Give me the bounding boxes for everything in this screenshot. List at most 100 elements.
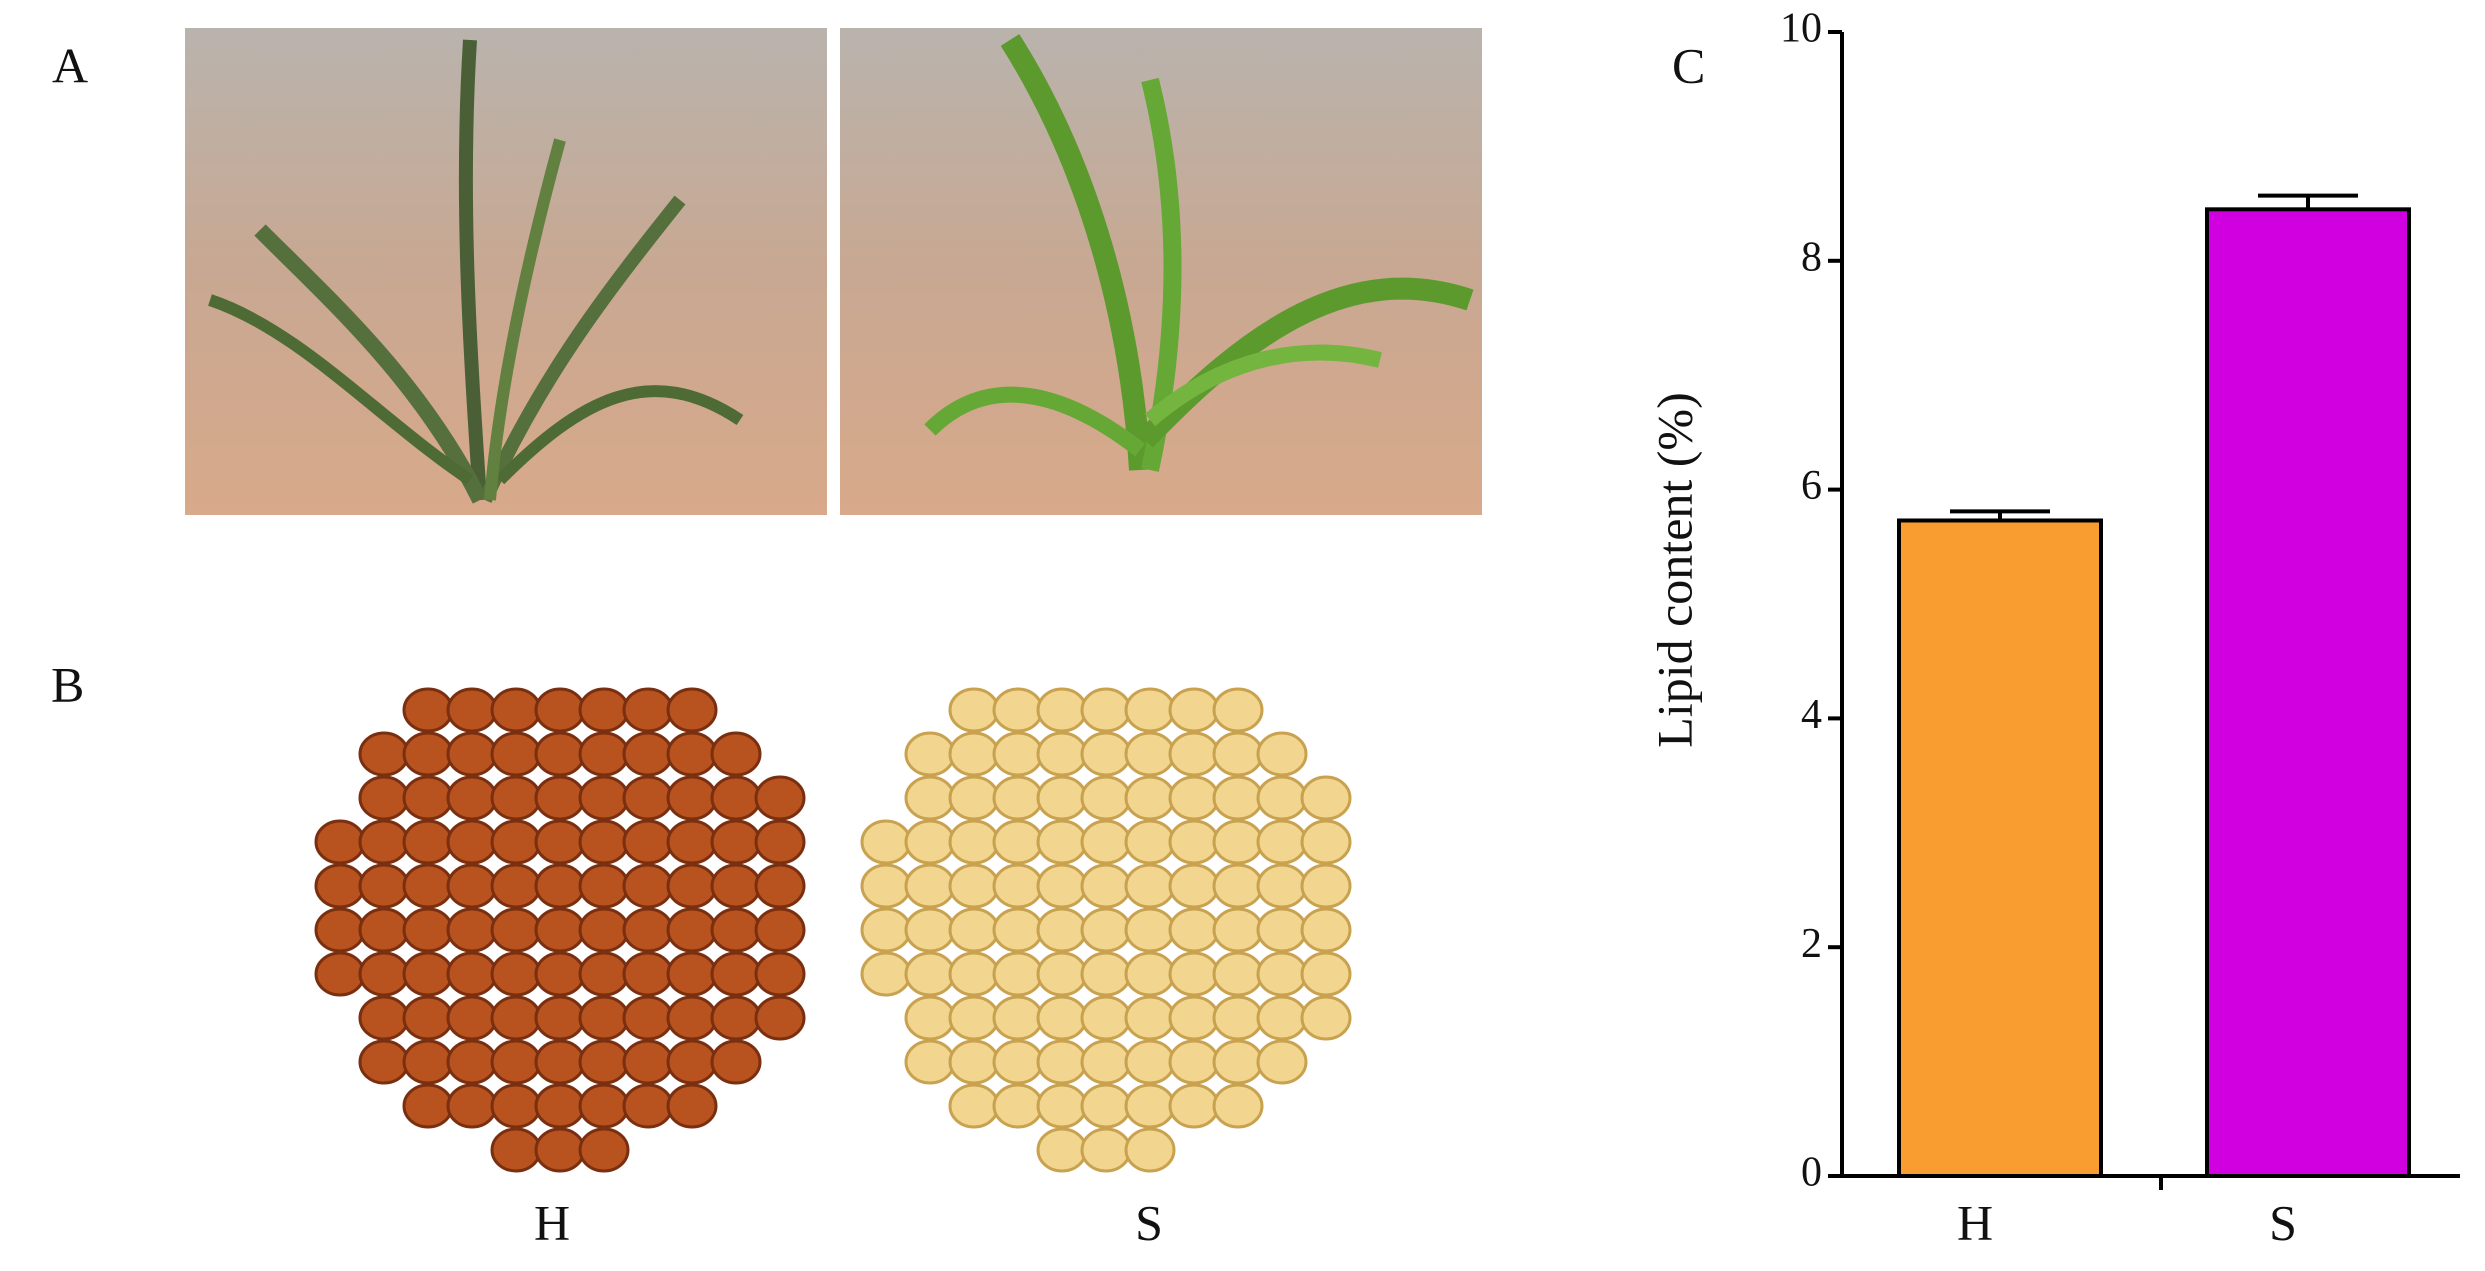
seed [1080, 775, 1132, 821]
seed [490, 687, 542, 733]
seed [754, 951, 806, 997]
seed [1036, 951, 1088, 997]
seed [402, 995, 454, 1041]
seed [1124, 1083, 1176, 1129]
seed [710, 863, 762, 909]
seed [1168, 775, 1220, 821]
bar [1897, 518, 2103, 1178]
seed [1168, 995, 1220, 1041]
seed [578, 995, 630, 1041]
seed [578, 1039, 630, 1085]
seed [1080, 1039, 1132, 1085]
seed [948, 687, 1000, 733]
seed [1256, 1039, 1308, 1085]
seed [948, 863, 1000, 909]
seed [446, 995, 498, 1041]
seed [490, 1039, 542, 1085]
seed [1300, 775, 1352, 821]
seed [948, 775, 1000, 821]
seed [1256, 951, 1308, 997]
seed [1036, 1039, 1088, 1085]
seed [992, 687, 1044, 733]
seed [710, 995, 762, 1041]
seed [1080, 995, 1132, 1041]
seed [1036, 1083, 1088, 1129]
seed [534, 1127, 586, 1173]
seed [666, 819, 718, 865]
seed [446, 819, 498, 865]
seed [402, 819, 454, 865]
seed [1168, 687, 1220, 733]
seed [578, 907, 630, 953]
seed [1212, 951, 1264, 997]
seed [1124, 907, 1176, 953]
seed [578, 775, 630, 821]
seed [622, 863, 674, 909]
seed [1212, 863, 1264, 909]
seed [1212, 819, 1264, 865]
x-tick-label: H [1957, 1194, 1993, 1250]
seed [1036, 907, 1088, 953]
seed [490, 907, 542, 953]
seed [578, 687, 630, 733]
seed [1124, 1127, 1176, 1173]
photo-label: S [1135, 1194, 1163, 1250]
seed [992, 863, 1044, 909]
seed [446, 863, 498, 909]
seed [446, 1039, 498, 1085]
seed [948, 907, 1000, 953]
bar [2205, 207, 2411, 1178]
seed [1124, 863, 1176, 909]
seed [1036, 819, 1088, 865]
seed [1080, 687, 1132, 733]
seed [948, 1083, 1000, 1129]
seed [1212, 731, 1264, 777]
seed [1080, 951, 1132, 997]
seed [1168, 907, 1220, 953]
photo-seeds-h [314, 687, 806, 1173]
seed [904, 1039, 956, 1085]
seed [358, 819, 410, 865]
seed [992, 1083, 1044, 1129]
seed [1300, 819, 1352, 865]
seed [534, 1039, 586, 1085]
seed [578, 951, 630, 997]
seed [666, 775, 718, 821]
seed [666, 1083, 718, 1129]
seed [860, 907, 912, 953]
y-tick-label: 10 [1780, 6, 1822, 52]
seed [578, 1083, 630, 1129]
seed [948, 1039, 1000, 1085]
seed [860, 819, 912, 865]
seed [446, 775, 498, 821]
photo-seeds-s [860, 687, 1352, 1173]
panel-label: A [52, 37, 88, 93]
seed [622, 819, 674, 865]
seed [1300, 907, 1352, 953]
seed [992, 731, 1044, 777]
seed [1256, 863, 1308, 909]
seed [860, 863, 912, 909]
seed [1168, 863, 1220, 909]
seed [446, 907, 498, 953]
seed [534, 687, 586, 733]
seed [534, 995, 586, 1041]
seed [992, 819, 1044, 865]
seed [754, 863, 806, 909]
seed [534, 731, 586, 777]
seed [314, 907, 366, 953]
seed [754, 907, 806, 953]
photo-plant-s [840, 28, 1482, 515]
seed [1300, 995, 1352, 1041]
seed [948, 951, 1000, 997]
seed [1080, 819, 1132, 865]
seed [666, 863, 718, 909]
seed [578, 863, 630, 909]
seed [358, 1039, 410, 1085]
seed [1212, 1083, 1264, 1129]
seed [860, 951, 912, 997]
seed [534, 819, 586, 865]
seed [710, 819, 762, 865]
seed [1124, 731, 1176, 777]
